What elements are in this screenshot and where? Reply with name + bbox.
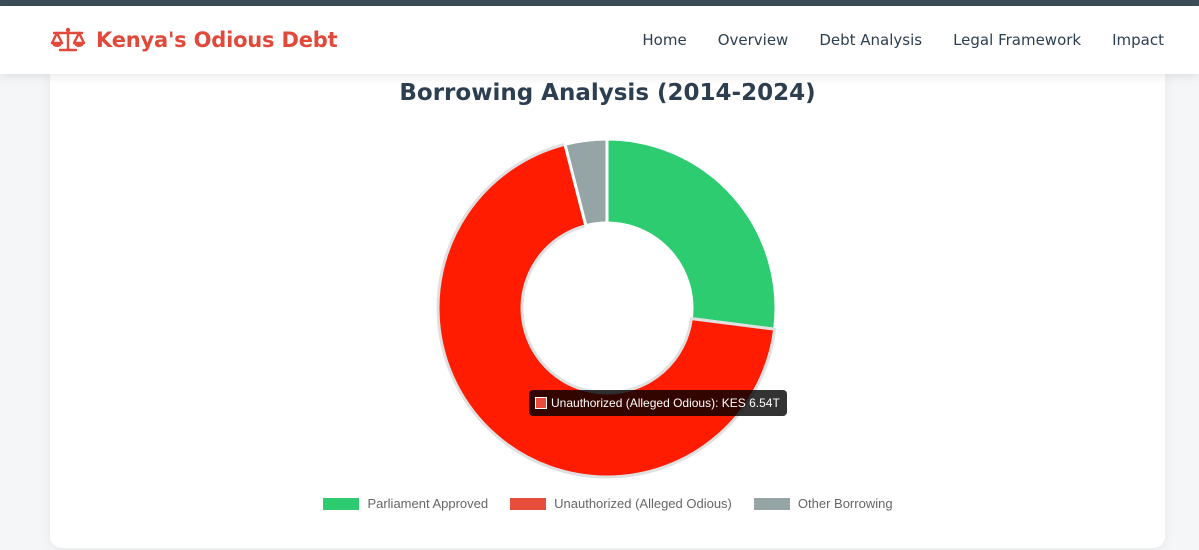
legend-swatch (753, 497, 790, 510)
top-accent-stripe (0, 0, 1199, 6)
chart-legend: Parliament Approved Unauthorized (Allege… (0, 496, 1199, 511)
donut-slice-parliament-approved[interactable] (605, 137, 778, 331)
nav-home[interactable]: Home (642, 31, 687, 49)
legend-label: Other Borrowing (797, 496, 893, 511)
brand-link[interactable]: Kenya's Odious Debt (50, 26, 338, 54)
legend-item-unauthorized[interactable]: Unauthorized (Alleged Odious) (510, 496, 732, 511)
top-navbar: Kenya's Odious Debt Home Overview Debt A… (0, 6, 1199, 74)
nav-links: Home Overview Debt Analysis Legal Framew… (642, 31, 1164, 49)
legend-swatch (510, 497, 547, 510)
legend-swatch (323, 497, 360, 510)
legend-label: Unauthorized (Alleged Odious) (554, 496, 732, 511)
chart-tooltip: Unauthorized (Alleged Odious): KES 6.54T (529, 390, 787, 416)
chart-title: Borrowing Analysis (2014-2024) (399, 80, 816, 106)
legend-item-parliament-approved[interactable]: Parliament Approved (323, 496, 488, 511)
tooltip-text: Unauthorized (Alleged Odious): KES 6.54T (551, 396, 780, 410)
donut-slice-other-borrowing[interactable] (563, 137, 609, 228)
nav-legal-framework[interactable]: Legal Framework (953, 31, 1082, 49)
tooltip-color-swatch (535, 397, 547, 409)
nav-debt-analysis[interactable]: Debt Analysis (819, 31, 923, 49)
legend-label: Parliament Approved (367, 496, 489, 511)
balance-scale-icon (50, 27, 86, 52)
brand-title: Kenya's Odious Debt (96, 28, 338, 52)
nav-impact[interactable]: Impact (1112, 31, 1164, 49)
nav-overview[interactable]: Overview (717, 31, 789, 49)
legend-item-other-borrowing[interactable]: Other Borrowing (753, 496, 893, 511)
